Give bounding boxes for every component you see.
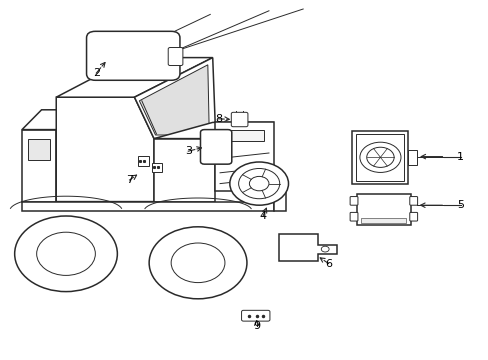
FancyBboxPatch shape [349, 212, 357, 221]
Circle shape [249, 176, 268, 191]
Polygon shape [154, 122, 273, 139]
Polygon shape [215, 122, 273, 191]
FancyBboxPatch shape [138, 156, 148, 166]
FancyBboxPatch shape [231, 112, 247, 127]
Polygon shape [139, 65, 209, 135]
Polygon shape [278, 234, 337, 261]
Text: 1: 1 [456, 152, 463, 162]
FancyBboxPatch shape [241, 310, 269, 321]
Polygon shape [56, 97, 154, 202]
Circle shape [37, 232, 95, 275]
Circle shape [359, 142, 400, 172]
Circle shape [229, 162, 288, 205]
Polygon shape [22, 130, 56, 202]
FancyBboxPatch shape [210, 137, 222, 157]
Text: 8: 8 [215, 114, 222, 124]
Circle shape [15, 216, 117, 292]
FancyBboxPatch shape [356, 194, 410, 225]
Polygon shape [22, 110, 76, 130]
Circle shape [171, 243, 224, 283]
Circle shape [321, 246, 328, 252]
FancyBboxPatch shape [168, 48, 183, 66]
FancyBboxPatch shape [349, 197, 357, 205]
FancyBboxPatch shape [151, 163, 162, 172]
Text: 5: 5 [456, 200, 463, 210]
Text: 2: 2 [93, 68, 100, 78]
Text: 3: 3 [184, 146, 191, 156]
Circle shape [366, 147, 393, 167]
Polygon shape [22, 202, 273, 211]
FancyBboxPatch shape [355, 134, 404, 181]
FancyBboxPatch shape [409, 197, 417, 205]
Circle shape [238, 168, 279, 199]
Polygon shape [134, 58, 215, 139]
FancyBboxPatch shape [409, 212, 417, 221]
Circle shape [149, 227, 246, 299]
Text: 6: 6 [325, 258, 331, 269]
Text: 4: 4 [259, 211, 266, 221]
Polygon shape [28, 139, 50, 160]
Polygon shape [219, 130, 264, 141]
Text: 7: 7 [126, 175, 133, 185]
FancyBboxPatch shape [351, 131, 407, 184]
Polygon shape [56, 58, 212, 97]
Text: 9: 9 [253, 321, 260, 331]
FancyBboxPatch shape [200, 130, 231, 164]
FancyBboxPatch shape [86, 31, 180, 80]
Polygon shape [154, 139, 215, 202]
Polygon shape [273, 191, 285, 211]
FancyBboxPatch shape [407, 150, 416, 165]
FancyBboxPatch shape [360, 218, 405, 223]
